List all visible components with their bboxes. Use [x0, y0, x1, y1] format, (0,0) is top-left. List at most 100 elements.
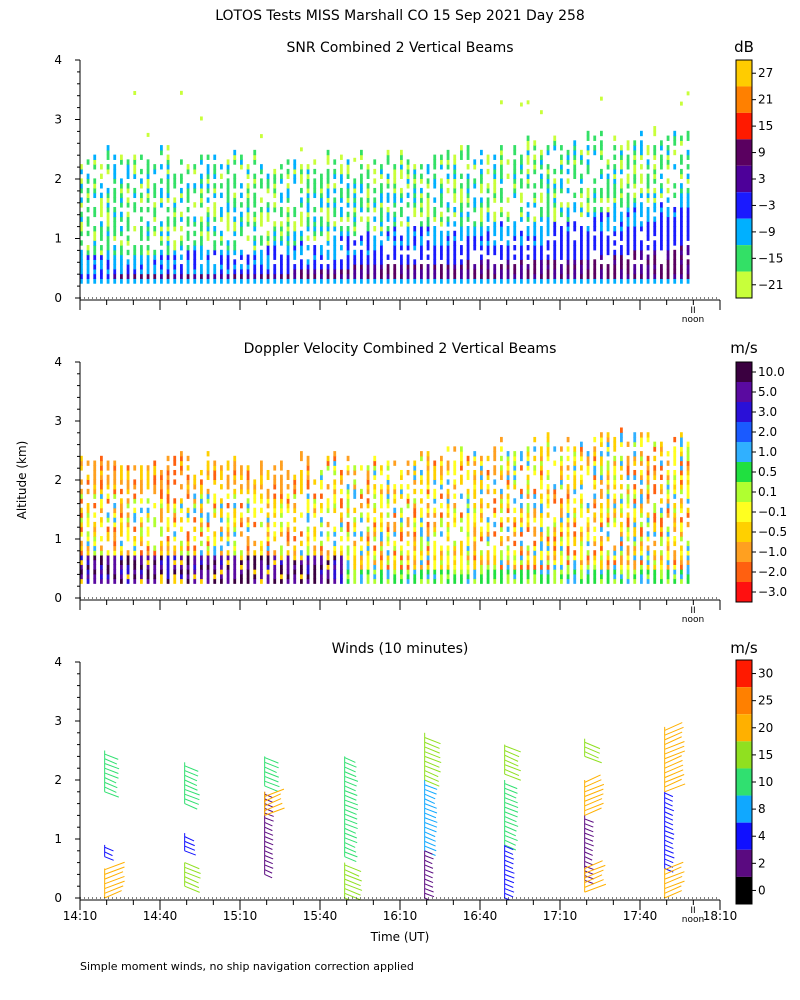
- snr-cell: [586, 135, 590, 141]
- snr-cell: [146, 226, 150, 232]
- snr-cell: [373, 273, 377, 279]
- snr-cell: [386, 183, 390, 189]
- velocity-cell: [626, 455, 630, 462]
- velocity-cell: [480, 526, 483, 532]
- snr-cell: [680, 154, 683, 160]
- velocity-cell: [433, 564, 437, 570]
- velocity-cell: [446, 507, 450, 514]
- snr-cell: [280, 240, 283, 246]
- snr-cell: [253, 149, 257, 156]
- velocity-cell: [353, 526, 357, 532]
- velocity-cell: [526, 451, 530, 457]
- velocity-cell: [493, 469, 497, 476]
- snr-cell: [413, 245, 417, 251]
- velocity-cell: [333, 507, 337, 514]
- snr-cell: [126, 168, 130, 175]
- snr-cell: [306, 164, 310, 170]
- velocity-cell: [406, 540, 410, 547]
- snr-cell: [533, 249, 537, 256]
- velocity-cell: [260, 569, 263, 575]
- snr-cell: [213, 168, 217, 175]
- snr-cell: [420, 230, 423, 237]
- snr-cell: [486, 197, 490, 203]
- snr-cell: [220, 211, 223, 218]
- velocity-cell: [666, 536, 670, 542]
- snr-cell: [366, 187, 370, 194]
- velocity-cell: [386, 493, 390, 499]
- velocity-cell: [660, 441, 663, 447]
- snr-cell: [400, 159, 403, 165]
- snr-cell: [486, 226, 490, 232]
- velocity-cell: [480, 517, 483, 523]
- footnote: Simple moment winds, no ship navigation …: [80, 960, 414, 973]
- velocity-cell: [186, 550, 190, 556]
- velocity-cell: [473, 578, 477, 584]
- snr-cell: [226, 202, 230, 208]
- snr-cell: [600, 197, 603, 203]
- velocity-cell: [360, 531, 363, 537]
- velocity-cell: [166, 564, 170, 570]
- snr-cell: [320, 245, 323, 251]
- snr-cell: [393, 168, 397, 175]
- velocity-cell: [566, 446, 570, 452]
- snr-cell: [666, 278, 670, 284]
- snr-cell: [460, 230, 463, 237]
- velocity-cell: [433, 474, 437, 481]
- velocity-cell: [553, 517, 557, 523]
- velocity-cell: [446, 545, 450, 551]
- velocity-cell: [313, 526, 317, 532]
- snr-cell: [86, 187, 90, 194]
- velocity-cell: [666, 531, 670, 537]
- snr-cell: [506, 197, 510, 203]
- snr-cell: [346, 187, 350, 194]
- velocity-cell: [600, 559, 603, 565]
- x-axis-label: Time (UT): [370, 930, 430, 944]
- velocity-cell: [573, 488, 577, 495]
- snr-cell: [466, 145, 470, 151]
- velocity-cell: [260, 474, 263, 481]
- snr-cell: [660, 273, 663, 279]
- snr-cell: [626, 226, 630, 232]
- velocity-cell: [620, 536, 623, 542]
- snr-cell: [126, 211, 130, 218]
- velocity-cell: [613, 512, 617, 518]
- snr-cell: [106, 187, 110, 194]
- velocity-cell: [646, 512, 650, 518]
- snr-cell: [526, 173, 530, 180]
- snr-cell: [680, 211, 683, 218]
- velocity-cell: [93, 554, 97, 561]
- snr-cell: [426, 216, 430, 222]
- velocity-cell: [393, 531, 397, 537]
- velocity-cell: [440, 503, 443, 509]
- colorbar-label: 2: [758, 856, 766, 870]
- snr-cell: [646, 245, 650, 251]
- snr-cell: [106, 230, 110, 237]
- velocity-cell: [240, 484, 243, 490]
- snr-cell: [666, 145, 670, 151]
- snr-cell: [273, 221, 277, 227]
- velocity-cell: [80, 507, 83, 514]
- snr-cell: [333, 173, 337, 180]
- velocity-cell: [400, 474, 403, 481]
- snr-cell: [253, 197, 257, 203]
- snr-cell: [93, 254, 97, 260]
- velocity-cell: [233, 517, 237, 523]
- snr-cell: [400, 154, 403, 160]
- velocity-cell: [260, 559, 263, 565]
- velocity-cell: [380, 573, 383, 580]
- velocity-cell: [100, 488, 103, 495]
- velocity-cell: [280, 545, 283, 551]
- wind-barb: [584, 883, 607, 893]
- wind-barb: [344, 818, 358, 825]
- snr-cell: [446, 235, 450, 241]
- velocity-cell: [340, 503, 343, 509]
- snr-cell: [253, 159, 257, 165]
- snr-cell: [520, 254, 523, 260]
- velocity-cell: [646, 573, 650, 580]
- snr-cell: [113, 273, 117, 279]
- snr-cell: [226, 183, 230, 189]
- velocity-cell: [160, 488, 163, 495]
- velocity-cell: [220, 573, 223, 580]
- snr-cell: [413, 235, 417, 241]
- snr-cell: [613, 192, 617, 199]
